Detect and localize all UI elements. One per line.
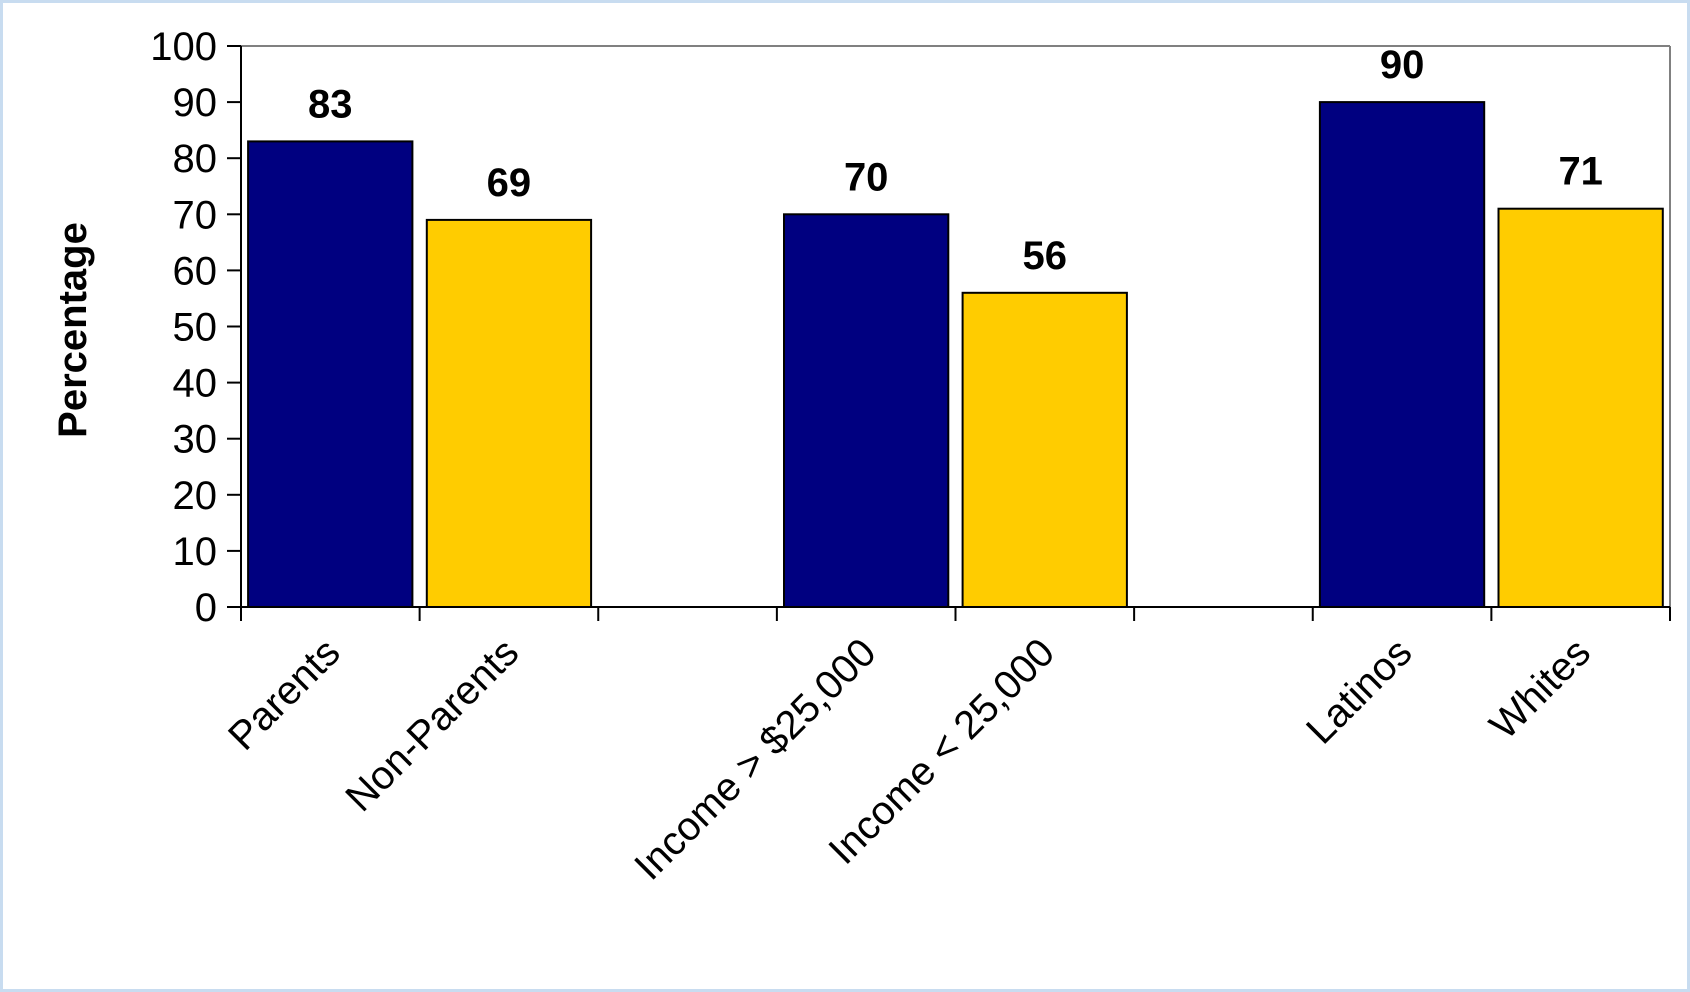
x-category-label: Whites [1482, 630, 1600, 748]
y-tick-label: 30 [173, 418, 218, 462]
y-tick-label: 70 [173, 193, 218, 237]
y-tick-label: 60 [173, 249, 218, 293]
data-label: 56 [1023, 234, 1068, 278]
data-label: 70 [844, 155, 889, 199]
y-tick-label: 10 [173, 530, 218, 574]
x-category-label: Parents [220, 630, 349, 759]
y-tick-label: 90 [173, 81, 218, 125]
x-category-label: Latinos [1298, 630, 1420, 752]
data-label: 69 [487, 161, 532, 205]
bar-latinos [1318, 101, 1486, 608]
y-tick-label: 100 [150, 25, 217, 69]
bar-income-25-000 [783, 213, 950, 609]
x-category-label: Non-Parents [337, 630, 527, 820]
y-tick-label: 50 [173, 306, 218, 350]
bar-income-25-000 [961, 291, 1128, 608]
data-label: 90 [1380, 43, 1425, 87]
bar-parents [247, 140, 414, 608]
data-label: 71 [1558, 150, 1603, 194]
y-tick-label: 0 [195, 586, 217, 630]
y-tick-label: 80 [173, 137, 218, 181]
bar-whites [1497, 207, 1664, 608]
y-tick-label: 40 [173, 362, 218, 406]
data-label: 83 [308, 82, 353, 126]
y-tick-label: 20 [173, 474, 218, 518]
bar-non-parents [425, 218, 593, 608]
y-axis-title: Percentage [51, 222, 95, 438]
